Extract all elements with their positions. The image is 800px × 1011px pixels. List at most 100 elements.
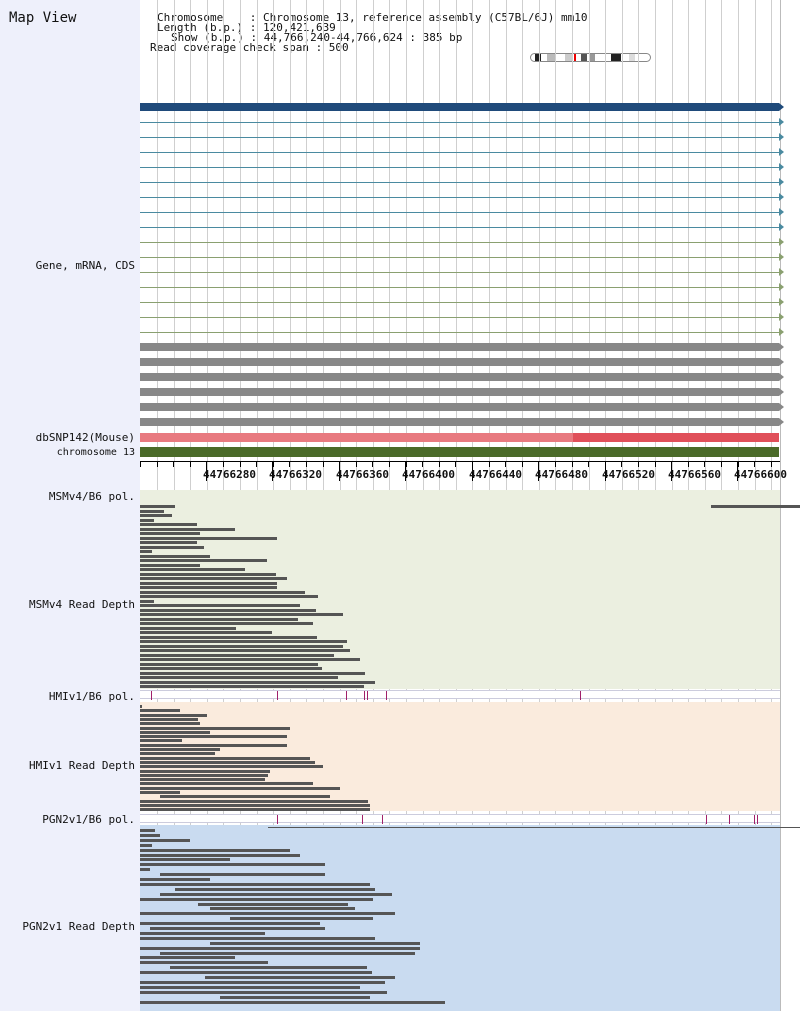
read-bar [140, 863, 325, 867]
read-bar [140, 936, 375, 940]
axis-minor-tick [422, 461, 423, 467]
read-bar [140, 649, 350, 652]
axis-minor-tick [688, 461, 689, 467]
cds-track [140, 287, 780, 288]
read-bar [140, 726, 290, 730]
mrna-track [140, 197, 780, 198]
track-arrow-icon [779, 358, 784, 366]
polymorphism-mark [151, 691, 152, 700]
track-arrow-icon [779, 253, 784, 261]
read-bar [140, 833, 160, 837]
read-bar [140, 843, 152, 847]
read-bar [140, 730, 210, 734]
read-bar [140, 671, 365, 675]
read-bar [140, 971, 372, 975]
read-bar [140, 743, 287, 747]
dbsnp-bar-highlight[interactable] [573, 433, 779, 442]
read-bar [140, 658, 360, 661]
read-bar [140, 644, 343, 648]
polymorphism-mark [277, 815, 278, 824]
read-bar [140, 590, 305, 594]
dbsnp-track-label: dbSNP142(Mouse) [35, 431, 135, 444]
axis-line [140, 461, 780, 462]
axis-minor-tick [455, 461, 456, 467]
read-bar [210, 907, 355, 911]
axis-minor-tick [621, 461, 622, 467]
track-arrow-icon [779, 268, 784, 276]
axis-minor-tick [472, 461, 473, 467]
read-bar [140, 676, 338, 679]
read-bar [140, 946, 420, 950]
axis-minor-tick [190, 461, 191, 467]
read-bar [140, 961, 268, 965]
exon-bar [140, 388, 779, 396]
dbsnp-bar[interactable] [140, 433, 573, 442]
read-bar [230, 917, 373, 921]
axis-minor-tick [771, 461, 772, 467]
exon-bar [140, 358, 779, 366]
read-bar [140, 713, 207, 717]
axis-minor-tick [223, 461, 224, 467]
read-bar [140, 527, 235, 531]
axis-major-tick [339, 461, 340, 481]
mrna-track [140, 137, 780, 138]
read-bar [140, 572, 276, 576]
read-bar [140, 722, 200, 726]
axis-minor-tick [289, 461, 290, 467]
mrna-track [140, 152, 780, 153]
polymorphism-mark [277, 691, 278, 700]
read-bar [140, 523, 197, 526]
read-bar [140, 853, 300, 857]
read-bar [160, 795, 330, 799]
read-bar [140, 626, 236, 630]
pgn-pol-bar [140, 814, 780, 823]
track-arrow-icon [779, 163, 784, 171]
mrna-track [140, 122, 780, 123]
axis-tick-label: 44766320 [269, 468, 322, 481]
track-arrow-icon [779, 118, 784, 126]
axis-minor-tick [721, 461, 722, 467]
left-label-column [0, 0, 140, 1011]
read-bar [140, 739, 182, 743]
mrna-track [140, 212, 780, 213]
axis-major-tick [737, 461, 738, 481]
read-bar [140, 769, 270, 773]
axis-tick-label: 44766360 [336, 468, 389, 481]
polymorphism-mark [580, 691, 581, 700]
read-bar [198, 902, 348, 906]
read-bar [140, 532, 200, 535]
exon-bar [140, 403, 779, 411]
read-bar [140, 868, 150, 872]
read-bar [140, 756, 310, 760]
cds-track [140, 332, 780, 333]
read-bar [140, 514, 172, 517]
axis-minor-tick [140, 461, 141, 467]
axis-minor-tick [439, 461, 440, 467]
read-bar [150, 927, 325, 930]
axis-minor-tick [256, 461, 257, 467]
axis-minor-tick [356, 461, 357, 467]
read-bar [140, 808, 370, 812]
axis-minor-tick [738, 461, 739, 467]
read-bar [140, 604, 300, 607]
read-bar [140, 653, 334, 657]
read-bar [140, 791, 180, 794]
read-bar [175, 887, 375, 891]
read-bar [140, 990, 387, 994]
polymorphism-mark [346, 691, 347, 700]
track-arrow-icon [779, 403, 784, 411]
read-bar [140, 509, 164, 513]
track-arrow-icon [779, 283, 784, 291]
read-bar [140, 554, 210, 558]
axis-minor-tick [389, 461, 390, 467]
read-bar [140, 858, 230, 862]
read-bar [140, 541, 197, 544]
track-arrow-icon [779, 178, 784, 186]
axis-minor-tick [406, 461, 407, 467]
axis-major-tick [272, 461, 273, 481]
read-bar [140, 782, 313, 786]
mrna-track [140, 227, 780, 228]
axis-tick-label: 44766400 [402, 468, 455, 481]
axis-minor-tick [323, 461, 324, 467]
read-bar [140, 709, 180, 713]
